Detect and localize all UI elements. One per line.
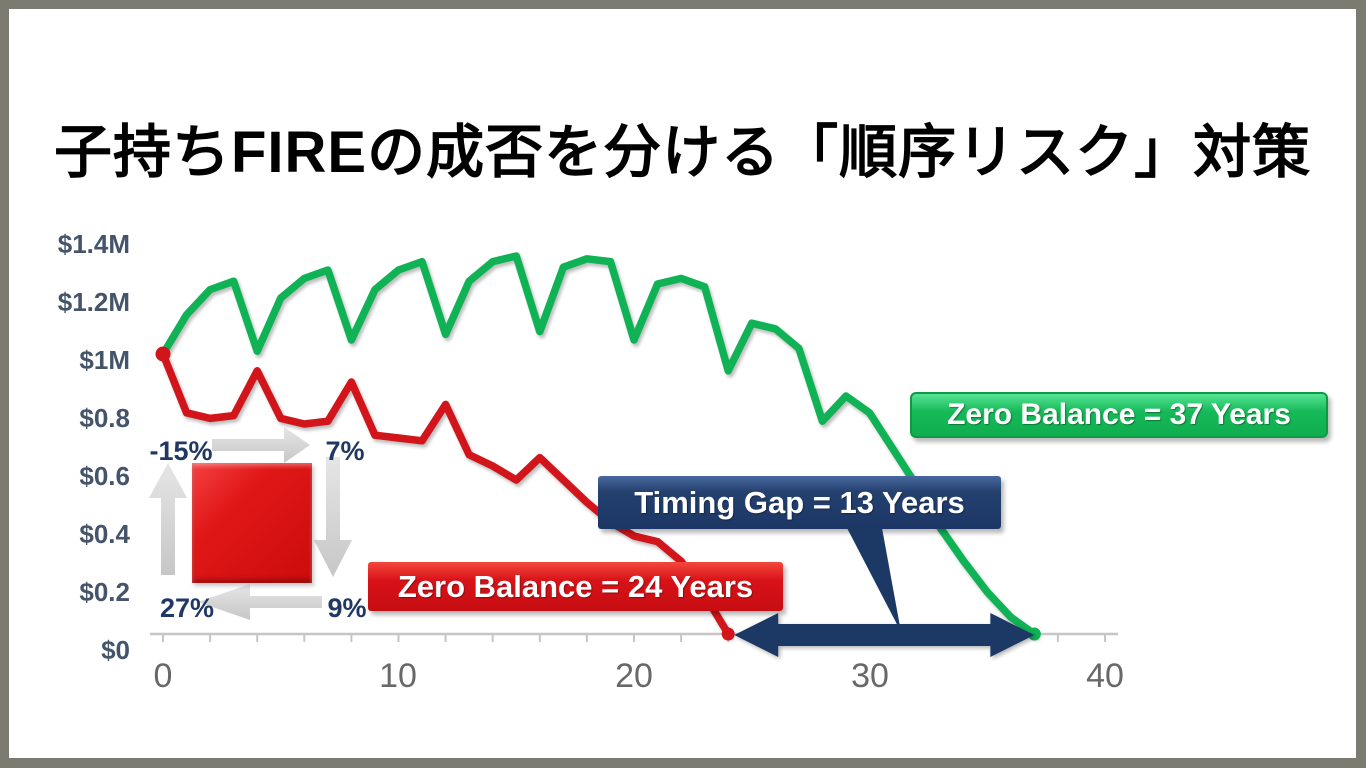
returns-cycle-arrows bbox=[149, 427, 352, 620]
x-tick-label: 10 bbox=[379, 657, 417, 695]
y-tick-label: $1.2M bbox=[57, 287, 130, 317]
page-title: 子持ちFIREの成否を分ける「順序リスク」対策 bbox=[54, 119, 1312, 185]
timing-gap-label: Timing Gap = 13 Years bbox=[598, 476, 1001, 529]
x-tick-label: 0 bbox=[153, 657, 173, 695]
y-tick-label: $1.4M bbox=[57, 229, 130, 259]
arrow-up-icon bbox=[149, 463, 187, 575]
red-zero-balance-label: Zero Balance = 24 Years bbox=[368, 562, 783, 611]
series-end-marker-red bbox=[721, 627, 735, 641]
return-pct-bottom-right: 9% bbox=[327, 593, 367, 623]
y-tick-label: $0.6 bbox=[79, 461, 130, 491]
series-end-marker-green bbox=[1027, 627, 1041, 641]
timing-gap-pointer bbox=[847, 528, 901, 632]
x-tick-label: 30 bbox=[851, 657, 889, 695]
y-tick-label: $0.2 bbox=[79, 577, 130, 607]
series-line-green bbox=[159, 252, 1039, 638]
return-pct-bottom-left: 27% bbox=[159, 593, 215, 623]
series-lines bbox=[155, 252, 1041, 641]
y-tick-label: $1M bbox=[79, 345, 130, 375]
arrow-right-icon bbox=[212, 427, 310, 463]
arrow-down-icon bbox=[314, 457, 352, 577]
return-pct-top-right: 7% bbox=[325, 436, 365, 466]
x-tick-label: 40 bbox=[1086, 657, 1124, 695]
green-zero-balance-label: Zero Balance = 37 Years bbox=[910, 392, 1328, 438]
y-tick-label: $0 bbox=[101, 635, 130, 665]
series-start-marker-red bbox=[155, 346, 171, 362]
returns-cycle-square bbox=[192, 463, 312, 583]
series-line-red bbox=[159, 350, 732, 638]
x-tick-label: 20 bbox=[615, 657, 653, 695]
y-tick-label: $0.4 bbox=[79, 519, 130, 549]
return-pct-top-left: -15% bbox=[149, 436, 213, 466]
timing-gap-double-arrow-icon bbox=[734, 613, 1035, 657]
y-tick-label: $0.8 bbox=[79, 403, 130, 433]
arrow-left-icon bbox=[198, 584, 322, 620]
